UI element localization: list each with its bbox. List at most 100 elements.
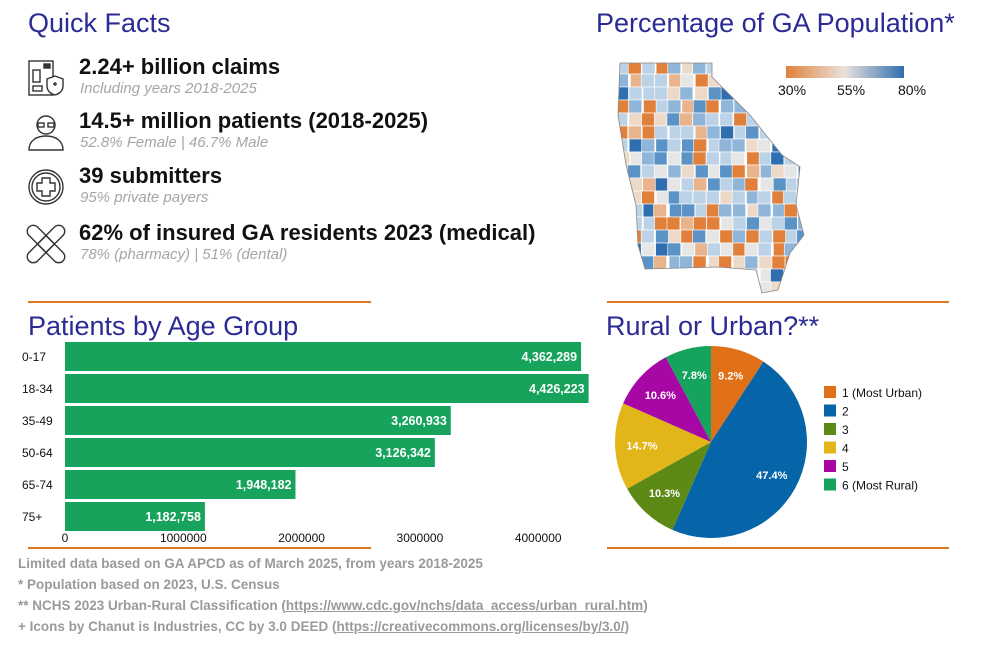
county[interactable] (654, 86, 669, 101)
county[interactable] (786, 125, 800, 140)
county[interactable] (615, 216, 629, 231)
county[interactable] (615, 73, 629, 88)
county[interactable] (718, 281, 733, 295)
pie-slice-1[interactable] (711, 346, 764, 442)
county[interactable] (680, 216, 694, 231)
county[interactable] (757, 242, 772, 257)
county[interactable] (718, 203, 732, 218)
county[interactable] (694, 125, 709, 140)
county[interactable] (692, 99, 707, 114)
county[interactable] (694, 242, 709, 257)
county[interactable] (732, 61, 747, 75)
county[interactable] (732, 177, 746, 192)
county[interactable] (693, 138, 707, 153)
county[interactable] (746, 73, 760, 88)
county[interactable] (666, 216, 681, 231)
county[interactable] (654, 216, 668, 231)
county[interactable] (642, 86, 657, 101)
county[interactable] (798, 138, 811, 153)
county[interactable] (628, 125, 642, 140)
county[interactable] (796, 151, 810, 166)
county[interactable] (758, 86, 772, 101)
county[interactable] (732, 255, 747, 270)
county[interactable] (705, 268, 720, 283)
county[interactable] (641, 138, 655, 153)
county[interactable] (653, 151, 668, 166)
county[interactable] (679, 255, 693, 270)
county[interactable] (746, 164, 760, 179)
county[interactable] (655, 229, 669, 244)
county[interactable] (799, 268, 812, 283)
county[interactable] (654, 281, 668, 295)
county[interactable] (654, 125, 668, 140)
county[interactable] (640, 229, 655, 244)
county[interactable] (615, 138, 629, 153)
county[interactable] (628, 229, 643, 244)
county[interactable] (772, 177, 787, 192)
county[interactable] (783, 281, 798, 295)
county[interactable] (615, 112, 628, 127)
georgia-county-map[interactable]: 30% 55% 80% (600, 55, 940, 300)
county[interactable] (616, 190, 629, 205)
county[interactable] (615, 86, 629, 101)
county[interactable] (694, 86, 709, 101)
county[interactable] (680, 125, 695, 140)
county[interactable] (680, 151, 695, 166)
county[interactable] (757, 190, 772, 205)
county[interactable] (797, 281, 811, 295)
county[interactable] (733, 112, 748, 127)
county[interactable] (641, 112, 655, 127)
county[interactable] (667, 164, 682, 179)
county[interactable] (771, 190, 786, 205)
county[interactable] (628, 138, 643, 153)
county[interactable] (693, 216, 707, 231)
county[interactable] (798, 112, 812, 127)
county[interactable] (732, 229, 746, 244)
county[interactable] (731, 138, 746, 153)
county[interactable] (692, 229, 707, 244)
county[interactable] (628, 99, 643, 114)
county[interactable] (757, 73, 772, 88)
county[interactable] (640, 73, 655, 88)
county[interactable] (770, 281, 785, 295)
county[interactable] (796, 190, 810, 205)
county[interactable] (629, 281, 643, 295)
county[interactable] (720, 86, 735, 101)
county[interactable] (719, 112, 734, 127)
county[interactable] (770, 216, 785, 231)
county[interactable] (744, 255, 759, 270)
county[interactable] (744, 177, 759, 192)
county[interactable] (706, 229, 720, 244)
county[interactable] (666, 86, 681, 101)
county[interactable] (641, 242, 655, 257)
county[interactable] (667, 177, 681, 192)
county[interactable] (783, 190, 797, 205)
county[interactable] (615, 203, 629, 218)
county[interactable] (642, 281, 657, 295)
county[interactable] (616, 99, 629, 114)
county[interactable] (720, 99, 734, 114)
bar-65-74[interactable] (65, 470, 296, 499)
county[interactable] (732, 216, 747, 231)
pie-slice-2[interactable] (672, 361, 807, 538)
county[interactable] (770, 151, 785, 166)
bar-35-49[interactable] (65, 406, 451, 435)
county[interactable] (771, 255, 786, 270)
county[interactable] (681, 99, 696, 114)
county[interactable] (759, 125, 773, 140)
county[interactable] (784, 268, 798, 283)
county[interactable] (668, 73, 683, 88)
county[interactable] (641, 190, 655, 205)
county[interactable] (783, 216, 798, 231)
county[interactable] (681, 242, 696, 257)
county[interactable] (654, 268, 668, 283)
county[interactable] (655, 242, 669, 257)
county[interactable] (757, 99, 771, 114)
county[interactable] (667, 99, 682, 114)
county[interactable] (615, 268, 629, 283)
county[interactable] (719, 229, 734, 244)
bar-0-17[interactable] (65, 342, 582, 371)
county[interactable] (667, 242, 682, 257)
county[interactable] (757, 203, 772, 218)
county[interactable] (629, 268, 643, 283)
